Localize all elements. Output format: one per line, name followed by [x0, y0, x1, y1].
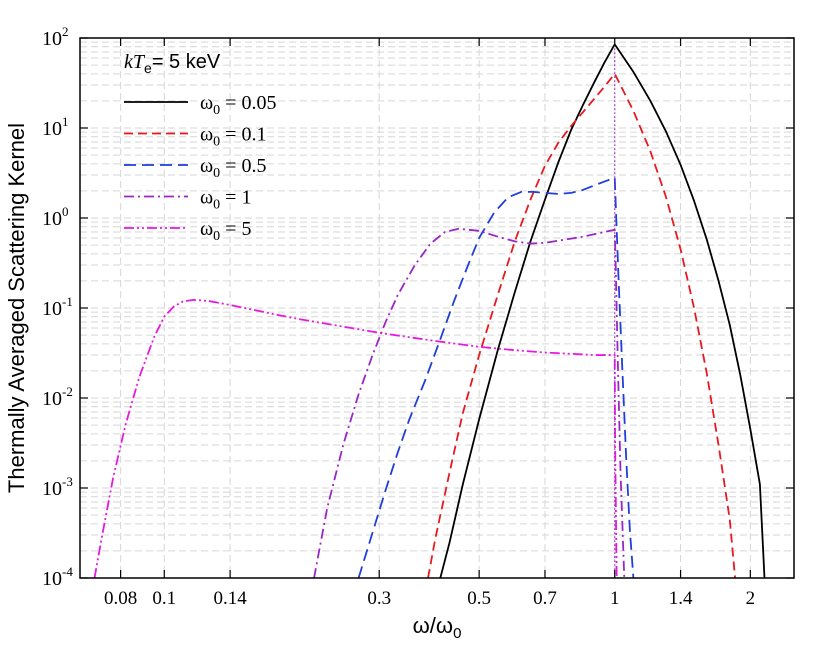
y-tick-label: 10-3 [42, 474, 73, 500]
x-tick-label: 0.5 [467, 588, 491, 609]
x-tick-label: 2 [746, 588, 756, 609]
annotation-k: k [124, 51, 134, 73]
y-tick-base: 10 [42, 118, 62, 140]
legend-omega: ω [200, 218, 213, 240]
x-tick-label: 1 [610, 588, 620, 609]
legend-omega: ω [200, 155, 213, 177]
y-tick-exponent: -3 [62, 474, 73, 489]
y-axis-label: Thermally Averaged Scattering Kernel [4, 123, 29, 493]
y-tick-base: 10 [42, 478, 62, 500]
y-tick-base: 10 [42, 568, 62, 590]
x-tick-label: 0.08 [104, 588, 137, 609]
series-line-1 [427, 72, 736, 578]
legend-omega: ω [200, 124, 213, 146]
y-tick-label: 102 [42, 24, 69, 50]
series-layer [93, 43, 766, 578]
annotation-e-subscript: e [144, 60, 152, 76]
x-axis-label-main: ω/ω [413, 613, 453, 638]
y-tick-label: 100 [42, 204, 69, 230]
series-line-2 [357, 176, 635, 578]
y-tick-exponent: 2 [62, 24, 69, 39]
legend-value: = 5 [220, 218, 251, 240]
legend-subscript: 0 [213, 229, 220, 244]
legend-value: = 0.5 [220, 155, 266, 177]
grid [80, 38, 794, 578]
y-tick-base: 10 [42, 28, 62, 50]
x-tick-label: 0.3 [367, 588, 391, 609]
y-tick-exponent: 0 [62, 204, 69, 219]
y-tick-label: 10-2 [42, 384, 73, 410]
legend-label-0: ω0 = 0.05 [200, 92, 276, 118]
y-tick-label: 10-4 [42, 564, 73, 590]
legend-label-3: ω0 = 1 [200, 187, 251, 213]
legend-value: = 0.05 [220, 92, 276, 114]
legend-value: = 0.1 [220, 124, 266, 146]
y-tick-exponent: -1 [62, 294, 73, 309]
y-tick-base: 10 [42, 388, 62, 410]
legend-subscript: 0 [213, 198, 220, 213]
legend-label-1: ω0 = 0.1 [200, 124, 266, 150]
y-tick-exponent: -2 [62, 384, 73, 399]
x-axis-label: ω/ω0 [413, 613, 462, 642]
y-tick-exponent: -4 [62, 564, 73, 579]
x-tick-label: 0.1 [152, 588, 176, 609]
legend-label-4: ω0 = 5 [200, 218, 251, 244]
y-tick-base: 10 [42, 298, 62, 320]
x-tick-label: 0.7 [533, 588, 557, 609]
x-axis-label-subscript: 0 [453, 625, 461, 642]
x-tick-label: 1.4 [669, 588, 693, 609]
legend-value: = 1 [220, 187, 251, 209]
y-tick-exponent: 1 [62, 114, 69, 129]
legend-omega: ω [200, 92, 213, 114]
annotation-T: T [133, 51, 146, 73]
legend-subscript: 0 [213, 135, 220, 150]
series-line-3 [313, 227, 626, 578]
legend-label-2: ω0 = 0.5 [200, 155, 266, 181]
legend-subscript: 0 [213, 166, 220, 181]
legend-omega: ω [200, 187, 213, 209]
series-line-0 [439, 43, 766, 578]
y-tick-base: 10 [42, 208, 62, 230]
series-line-4 [93, 299, 618, 578]
y-tick-label: 101 [42, 114, 69, 140]
x-tick-label: 0.14 [213, 588, 247, 609]
temperature-annotation: kTe= 5 keV [124, 51, 221, 76]
annotation-value: = 5 keV [152, 51, 221, 73]
y-tick-label: 10-1 [42, 294, 73, 320]
legend-subscript: 0 [213, 103, 220, 118]
